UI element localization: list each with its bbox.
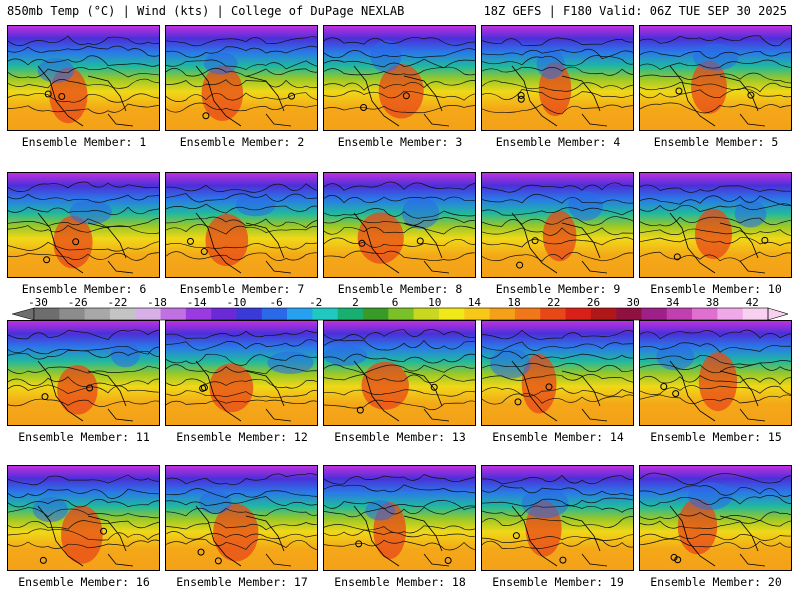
colorbar-swatch bbox=[135, 308, 161, 320]
colorbar-swatch bbox=[666, 308, 693, 320]
colorbar-swatch bbox=[84, 308, 111, 320]
ensemble-member-map bbox=[7, 172, 160, 278]
colorbar-swatch bbox=[717, 308, 743, 320]
ensemble-member-map bbox=[165, 172, 318, 278]
colorbar-swatch bbox=[337, 308, 364, 320]
ensemble-member-map bbox=[165, 25, 318, 131]
colorbar-swatch bbox=[641, 308, 668, 320]
colorbar-tick-label: 30 bbox=[626, 296, 640, 309]
temperature-colorbar bbox=[12, 307, 788, 321]
colorbar-swatch bbox=[34, 308, 60, 320]
colorbar-swatch bbox=[514, 308, 541, 320]
colorbar-swatch bbox=[312, 308, 339, 320]
ensemble-member-caption: Ensemble Member: 15 bbox=[650, 430, 782, 444]
ensemble-member-map bbox=[481, 172, 634, 278]
ensemble-member-map bbox=[639, 25, 792, 131]
colorbar-swatch bbox=[160, 308, 187, 320]
colorbar-min-arrow bbox=[12, 307, 35, 321]
colorbar-tick-label: 26 bbox=[586, 296, 601, 309]
ensemble-member-map bbox=[481, 25, 634, 131]
colorbar-tick-label: 14 bbox=[467, 296, 482, 309]
ensemble-member-caption: Ensemble Member: 13 bbox=[334, 430, 466, 444]
colorbar-swatch bbox=[489, 308, 516, 320]
colorbar-swatch bbox=[287, 308, 313, 320]
ensemble-member-map bbox=[323, 25, 476, 131]
ensemble-member-caption: Ensemble Member: 7 bbox=[179, 282, 305, 296]
colorbar-tick-label: -6 bbox=[269, 296, 283, 309]
ensemble-member-map bbox=[165, 465, 318, 571]
colorbar-tick-label: 6 bbox=[391, 296, 399, 309]
colorbar-swatch bbox=[261, 308, 288, 320]
colorbar-swatch bbox=[363, 308, 389, 320]
colorbar-tick-label: -2 bbox=[309, 296, 323, 309]
header-title: 850mb Temp (°C) | Wind (kts) | College o… bbox=[7, 4, 405, 18]
ensemble-member-map bbox=[7, 25, 160, 131]
colorbar-tick-label: -26 bbox=[67, 296, 88, 309]
colorbar-swatch bbox=[413, 308, 440, 320]
ensemble-member-caption: Ensemble Member: 14 bbox=[492, 430, 624, 444]
colorbar-tick-label: 22 bbox=[547, 296, 561, 309]
ensemble-member-map bbox=[481, 465, 634, 571]
colorbar-swatch bbox=[590, 308, 617, 320]
ensemble-member-caption: Ensemble Member: 1 bbox=[21, 135, 147, 149]
colorbar-max-arrow bbox=[767, 307, 788, 321]
colorbar-swatch bbox=[464, 308, 490, 320]
colorbar-tick-label: -30 bbox=[28, 296, 48, 309]
colorbar-swatch bbox=[109, 308, 136, 320]
ensemble-member-caption: Ensemble Member: 17 bbox=[176, 575, 308, 589]
ensemble-member-caption: Ensemble Member: 10 bbox=[650, 282, 782, 296]
ensemble-member-map bbox=[7, 465, 160, 571]
colorbar-tick-label: 34 bbox=[666, 296, 680, 309]
colorbar-swatch bbox=[388, 308, 414, 320]
colorbar-tick-label: -22 bbox=[107, 296, 128, 309]
ensemble-member-caption: Ensemble Member: 2 bbox=[179, 135, 305, 149]
ensemble-member-caption: Ensemble Member: 3 bbox=[337, 135, 463, 149]
ensemble-member-caption: Ensemble Member: 18 bbox=[334, 575, 466, 589]
colorbar-swatch bbox=[565, 308, 592, 320]
colorbar-tick-label: 38 bbox=[705, 296, 720, 309]
ensemble-member-caption: Ensemble Member: 5 bbox=[653, 135, 779, 149]
colorbar-swatch bbox=[616, 308, 642, 320]
colorbar-tick-label: 2 bbox=[352, 296, 359, 309]
colorbar-swatch bbox=[236, 308, 263, 320]
colorbar-swatch bbox=[211, 308, 237, 320]
colorbar-swatch bbox=[742, 308, 769, 320]
ensemble-member-map bbox=[639, 320, 792, 426]
colorbar-tick-label: -14 bbox=[186, 296, 207, 309]
colorbar-tick-label: 10 bbox=[428, 296, 442, 309]
ensemble-member-caption: Ensemble Member: 4 bbox=[495, 135, 621, 149]
ensemble-member-map bbox=[639, 465, 792, 571]
colorbar-tick-label: 42 bbox=[745, 296, 759, 309]
header-valid-time: 18Z GEFS | F180 Valid: 06Z TUE SEP 30 20… bbox=[483, 4, 787, 18]
colorbar-frame bbox=[33, 307, 769, 321]
ensemble-member-caption: Ensemble Member: 12 bbox=[176, 430, 308, 444]
ensemble-member-map bbox=[481, 320, 634, 426]
ensemble-member-caption: Ensemble Member: 20 bbox=[650, 575, 782, 589]
ensemble-member-map bbox=[165, 320, 318, 426]
colorbar-swatch bbox=[692, 308, 718, 320]
colorbar-swatch bbox=[185, 308, 212, 320]
ensemble-member-map bbox=[7, 320, 160, 426]
ensemble-member-caption: Ensemble Member: 9 bbox=[495, 282, 621, 296]
ensemble-member-map bbox=[323, 320, 476, 426]
ensemble-member-map bbox=[639, 172, 792, 278]
ensemble-member-caption: Ensemble Member: 11 bbox=[18, 430, 150, 444]
colorbar-tick-label: -18 bbox=[147, 296, 167, 309]
ensemble-member-caption: Ensemble Member: 16 bbox=[18, 575, 150, 589]
ensemble-member-caption: Ensemble Member: 19 bbox=[492, 575, 624, 589]
colorbar-swatch bbox=[438, 308, 465, 320]
ensemble-member-caption: Ensemble Member: 8 bbox=[337, 282, 463, 296]
ensemble-member-caption: Ensemble Member: 6 bbox=[21, 282, 147, 296]
colorbar-tick-label: -10 bbox=[226, 296, 247, 309]
ensemble-member-map bbox=[323, 465, 476, 571]
colorbar-swatch bbox=[59, 308, 85, 320]
ensemble-member-map bbox=[323, 172, 476, 278]
colorbar-tick-label: 18 bbox=[507, 296, 521, 309]
colorbar-swatch bbox=[540, 308, 566, 320]
